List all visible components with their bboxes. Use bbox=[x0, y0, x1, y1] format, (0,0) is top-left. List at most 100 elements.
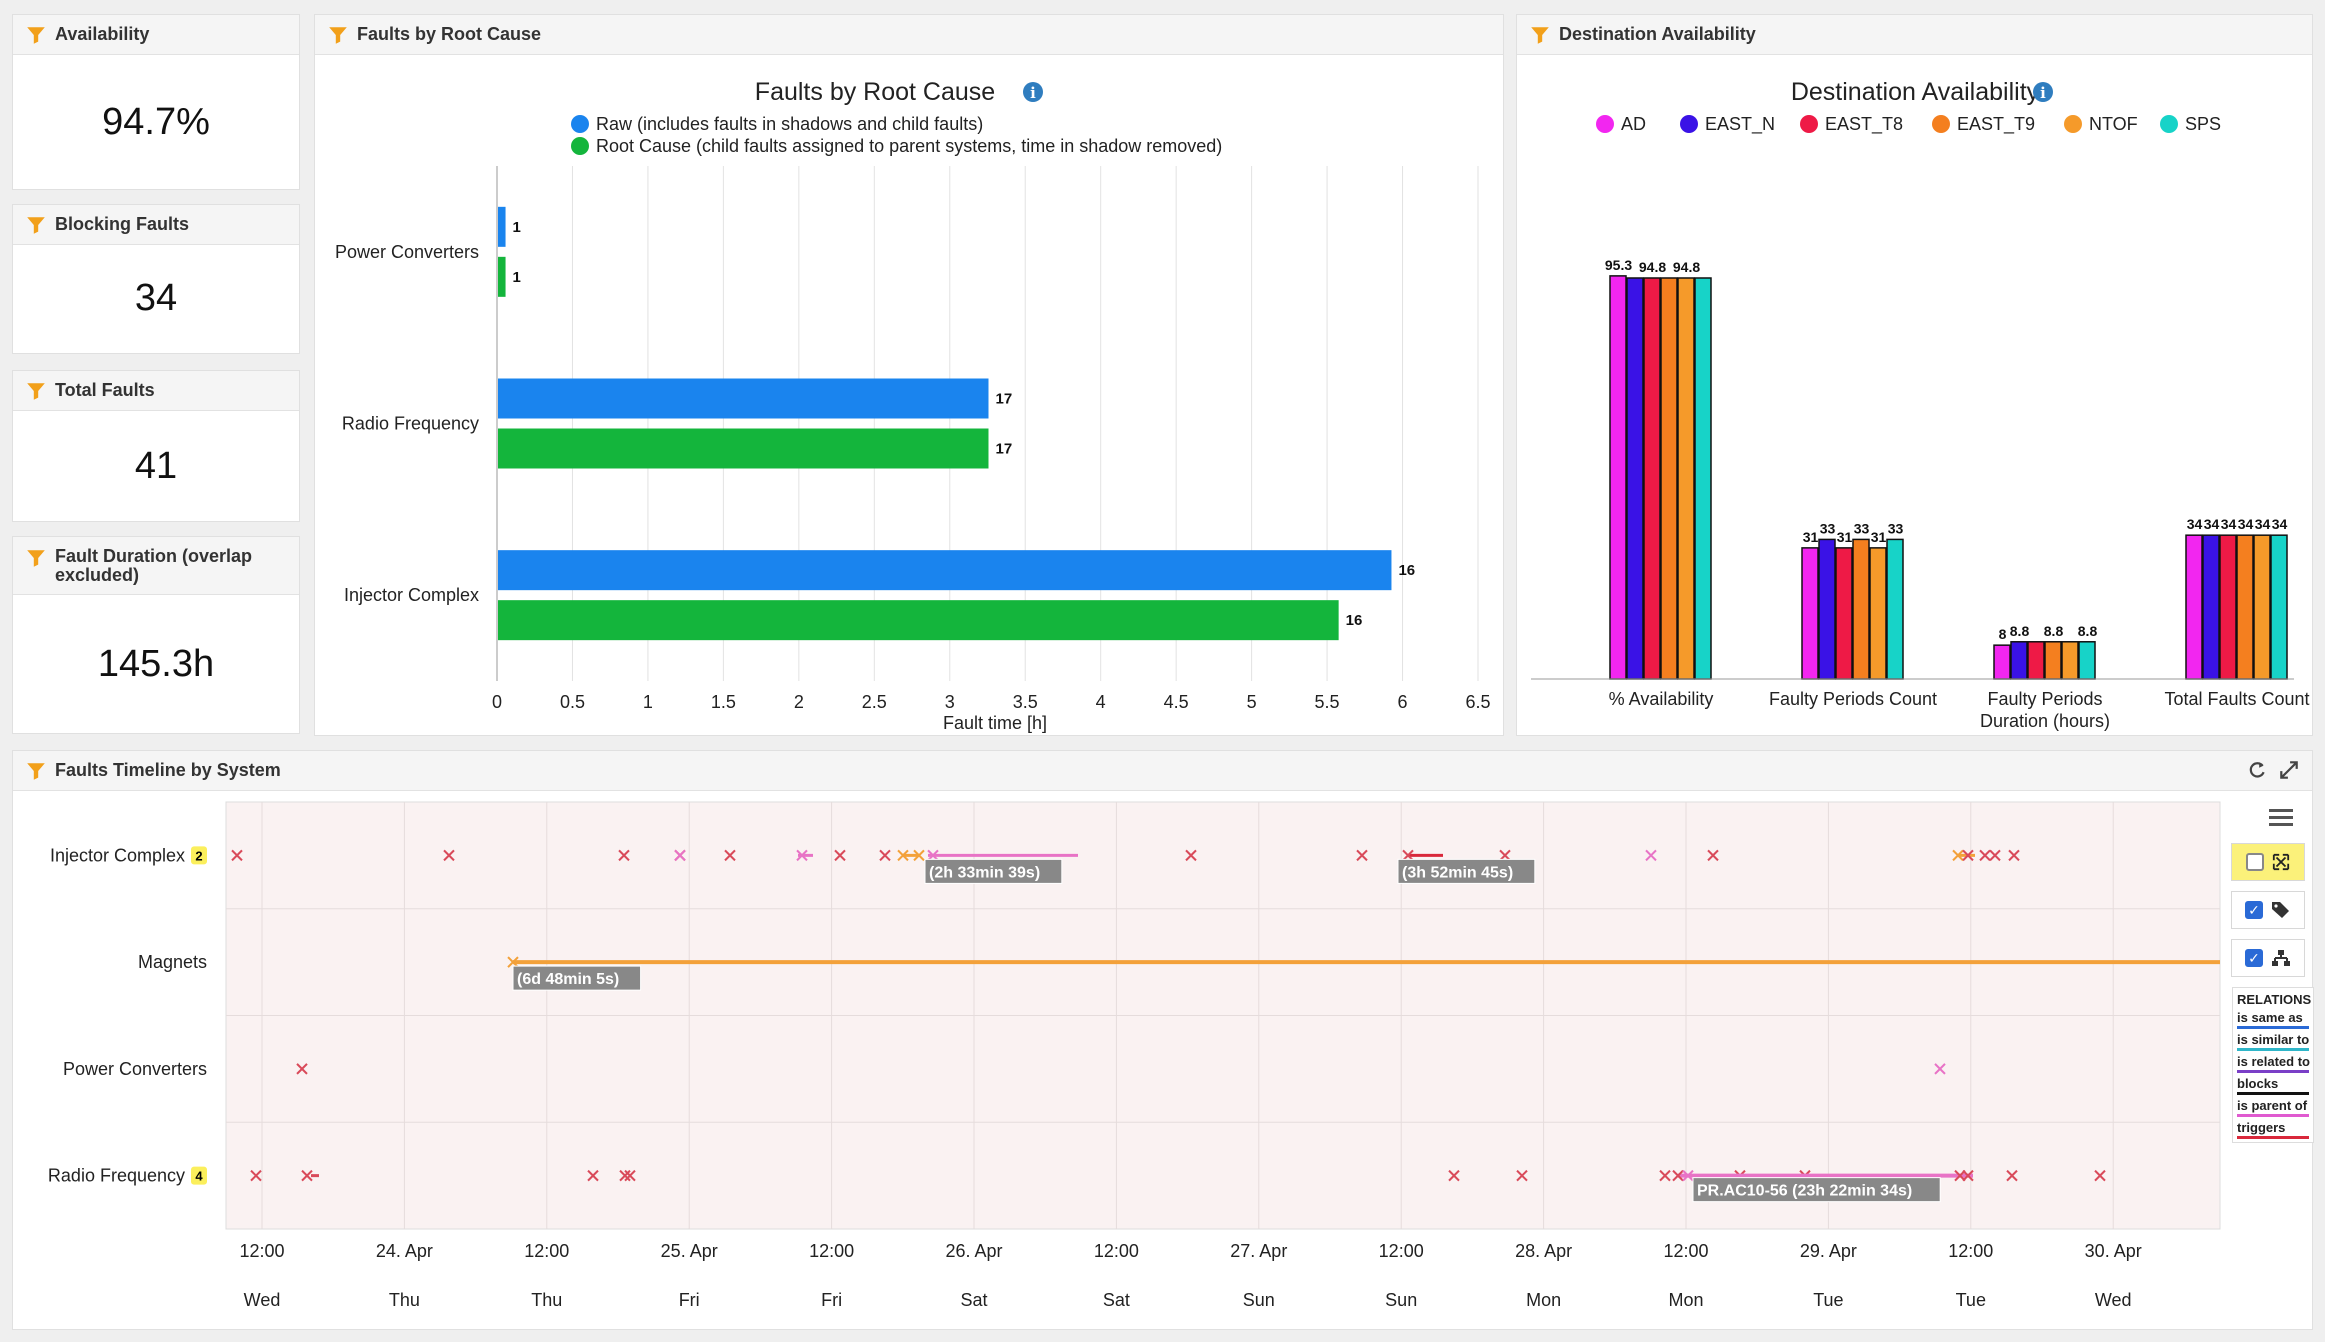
bar[interactable] bbox=[1677, 277, 1695, 680]
bar[interactable] bbox=[498, 428, 989, 469]
fault-marker[interactable] bbox=[1934, 1063, 1946, 1075]
fault-marker[interactable] bbox=[250, 1169, 262, 1182]
bar[interactable] bbox=[2253, 534, 2271, 680]
fault-marker[interactable] bbox=[618, 849, 630, 862]
filter-icon[interactable] bbox=[1529, 24, 1551, 46]
hamburger-menu-icon[interactable] bbox=[2269, 807, 2293, 827]
fault-marker[interactable] bbox=[897, 849, 909, 862]
legend-label-root-cause[interactable]: Root Cause (child faults assigned to par… bbox=[596, 136, 1222, 156]
fault-marker[interactable] bbox=[913, 849, 925, 862]
bar[interactable] bbox=[2078, 641, 2096, 680]
fault-marker[interactable] bbox=[1448, 1169, 1460, 1182]
legend-label[interactable]: EAST_T8 bbox=[1825, 114, 1903, 135]
bar[interactable] bbox=[498, 600, 1339, 641]
refresh-icon[interactable] bbox=[2246, 759, 2268, 781]
legend-marker[interactable] bbox=[1596, 115, 1614, 133]
fault-marker[interactable] bbox=[1402, 849, 1414, 862]
bar[interactable] bbox=[1852, 538, 1870, 680]
selection-toggle[interactable] bbox=[2231, 843, 2305, 881]
bar[interactable] bbox=[2010, 641, 2028, 680]
bar[interactable] bbox=[498, 550, 1392, 591]
filter-icon[interactable] bbox=[25, 380, 47, 402]
legend-label[interactable]: NTOF bbox=[2089, 114, 2138, 134]
fault-marker[interactable] bbox=[1682, 1169, 1694, 1182]
expand-icon[interactable] bbox=[2278, 759, 2300, 781]
fault-marker[interactable] bbox=[1659, 1169, 1671, 1182]
legend-label[interactable]: EAST_T9 bbox=[1957, 114, 2035, 135]
legend-marker[interactable] bbox=[2160, 115, 2178, 133]
fault-marker[interactable] bbox=[1516, 1169, 1528, 1182]
tags-toggle[interactable]: ✓ bbox=[2231, 891, 2305, 929]
legend-marker-raw[interactable] bbox=[571, 115, 589, 133]
bar[interactable] bbox=[1835, 547, 1853, 680]
fault-marker[interactable] bbox=[1979, 849, 1991, 862]
bar[interactable] bbox=[1694, 277, 1712, 680]
selection-checkbox[interactable] bbox=[2246, 853, 2264, 871]
fault-marker[interactable] bbox=[1989, 849, 2001, 862]
fault-marker[interactable] bbox=[1645, 849, 1657, 862]
bar[interactable] bbox=[1818, 538, 1836, 680]
bar[interactable] bbox=[2236, 534, 2254, 680]
bar[interactable] bbox=[498, 378, 989, 419]
bar[interactable] bbox=[1626, 277, 1644, 680]
fault-marker[interactable] bbox=[2094, 1169, 2106, 1182]
bar[interactable] bbox=[498, 206, 506, 247]
fault-marker[interactable] bbox=[301, 1169, 313, 1182]
bar[interactable] bbox=[498, 256, 506, 297]
fault-marker[interactable] bbox=[674, 849, 686, 862]
hierarchy-toggle[interactable]: ✓ bbox=[2231, 939, 2305, 977]
bar[interactable] bbox=[1869, 547, 1887, 680]
tags-icon[interactable] bbox=[2271, 901, 2291, 919]
fault-marker[interactable] bbox=[624, 1169, 636, 1182]
fault-marker[interactable] bbox=[796, 849, 808, 862]
filter-icon[interactable] bbox=[25, 760, 47, 782]
legend-marker[interactable] bbox=[1932, 115, 1950, 133]
bar[interactable] bbox=[1993, 644, 2011, 680]
fault-marker[interactable] bbox=[619, 1169, 631, 1182]
fault-marker[interactable] bbox=[1952, 849, 1964, 862]
legend-label[interactable]: SPS bbox=[2185, 114, 2221, 134]
info-icon[interactable]: i bbox=[2033, 82, 2053, 102]
fault-marker[interactable] bbox=[1185, 849, 1197, 862]
fault-marker[interactable] bbox=[1356, 849, 1368, 862]
fault-marker[interactable] bbox=[1672, 1169, 1684, 1182]
fault-marker[interactable] bbox=[443, 849, 455, 862]
bar[interactable] bbox=[2027, 641, 2045, 680]
bar[interactable] bbox=[1643, 277, 1661, 680]
bar[interactable] bbox=[2202, 534, 2220, 680]
fault-marker[interactable] bbox=[587, 1169, 599, 1182]
bar[interactable] bbox=[1660, 277, 1678, 680]
legend-label[interactable]: AD bbox=[1621, 114, 1646, 134]
legend-label[interactable]: EAST_N bbox=[1705, 114, 1775, 135]
fault-marker[interactable] bbox=[879, 849, 891, 862]
hierarchy-checkbox[interactable]: ✓ bbox=[2245, 949, 2263, 967]
bar[interactable] bbox=[1886, 538, 1904, 680]
filter-icon[interactable] bbox=[25, 547, 47, 569]
info-icon[interactable]: i bbox=[1023, 82, 1043, 102]
bar[interactable] bbox=[2270, 534, 2288, 680]
legend-label-raw[interactable]: Raw (includes faults in shadows and chil… bbox=[596, 114, 983, 134]
fault-marker[interactable] bbox=[231, 849, 243, 862]
fault-marker[interactable] bbox=[1962, 849, 1974, 862]
fault-marker[interactable] bbox=[1962, 1169, 1974, 1182]
filter-icon[interactable] bbox=[327, 24, 349, 46]
fault-marker[interactable] bbox=[296, 1063, 308, 1075]
bar[interactable] bbox=[1801, 547, 1819, 680]
legend-marker-root-cause[interactable] bbox=[571, 137, 589, 155]
filter-icon[interactable] bbox=[25, 214, 47, 236]
fault-marker[interactable] bbox=[834, 849, 846, 862]
bar[interactable] bbox=[2185, 534, 2203, 680]
fault-marker[interactable] bbox=[1707, 849, 1719, 862]
bar[interactable] bbox=[1609, 275, 1627, 680]
hierarchy-icon[interactable] bbox=[2271, 949, 2291, 967]
bar[interactable] bbox=[2044, 641, 2062, 680]
fault-marker[interactable] bbox=[724, 849, 736, 862]
fault-marker[interactable] bbox=[927, 849, 939, 862]
tags-checkbox[interactable]: ✓ bbox=[2245, 901, 2263, 919]
bar[interactable] bbox=[2219, 534, 2237, 680]
fullscreen-arrows-icon[interactable] bbox=[2272, 853, 2290, 871]
fault-marker[interactable] bbox=[2006, 1169, 2018, 1182]
bar[interactable] bbox=[2061, 641, 2079, 680]
legend-marker[interactable] bbox=[1800, 115, 1818, 133]
legend-marker[interactable] bbox=[2064, 115, 2082, 133]
